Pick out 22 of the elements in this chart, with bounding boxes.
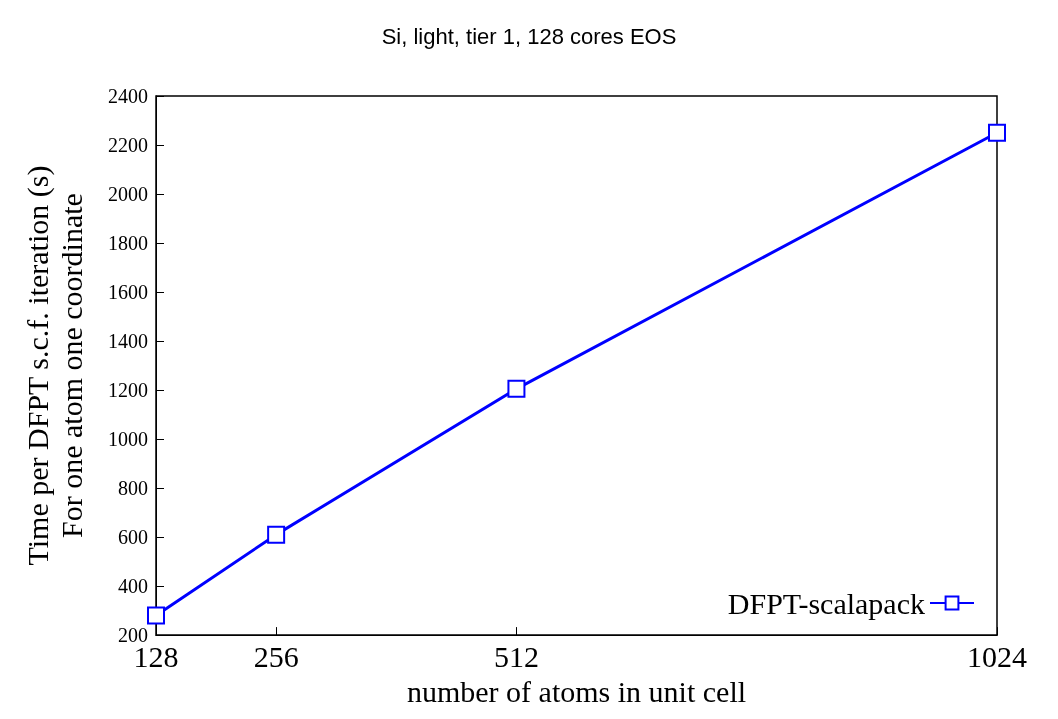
point <box>988 123 1006 142</box>
y-tick-label: 800 <box>118 477 148 500</box>
point <box>267 525 286 544</box>
x-tick-label: 1024 <box>967 639 1027 673</box>
y-tick-label: 2400 <box>108 85 148 107</box>
y-axis-title: Time per DFPT s.c.f. iteration (s) For one atom one coordinate <box>20 165 88 566</box>
y-tick-label: 1600 <box>108 281 148 304</box>
x-tick-label: 256 <box>253 639 299 673</box>
chart-title: Si, light, tier 1, 128 cores EOS <box>381 23 677 49</box>
y-tick-label: 2200 <box>108 134 148 157</box>
y-tick-label: 400 <box>118 575 148 598</box>
legend-label: DFPT-scalapack <box>727 586 925 620</box>
y-tick-label: 1200 <box>108 379 148 402</box>
x-axis-title: number of atoms in unit cell <box>406 674 747 708</box>
x-tick-label: 512 <box>493 639 539 673</box>
point <box>507 379 526 398</box>
y-tick-label: 600 <box>118 526 148 549</box>
y-tick-label: 1000 <box>108 428 148 451</box>
y-tick-label: 2000 <box>108 183 148 206</box>
point <box>147 606 165 625</box>
y-tick-label: 1800 <box>108 232 148 255</box>
y-tick-label: 1400 <box>108 330 148 353</box>
